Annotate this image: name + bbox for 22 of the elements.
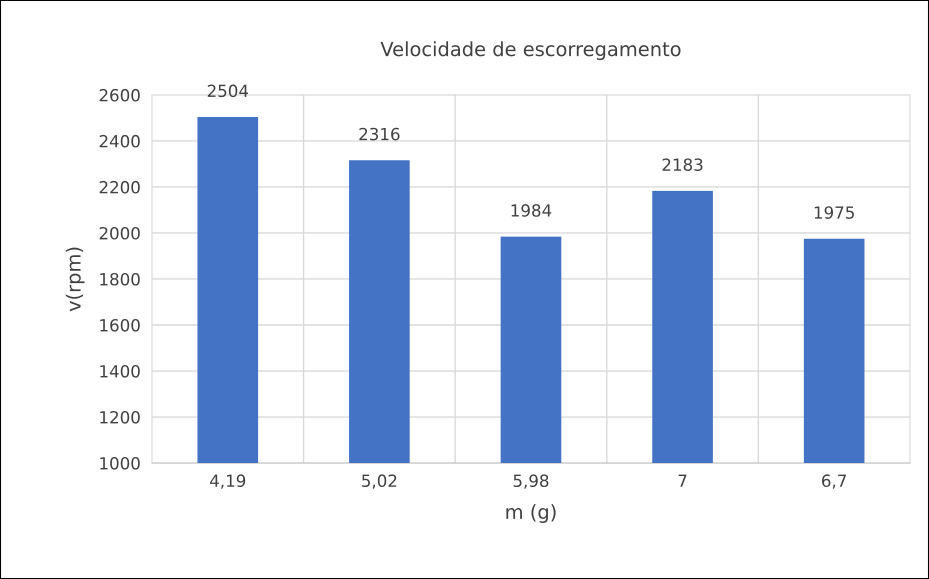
x-tick-label: 5,02 (362, 474, 396, 489)
y-tick-label: 2200 (100, 180, 140, 194)
y-tick-label: 1800 (100, 272, 140, 286)
x-tick-label: 4,19 (210, 474, 246, 489)
data-label: 2316 (359, 128, 400, 140)
y-tick-label: 1200 (100, 410, 140, 424)
x-tick-label: 7 (678, 474, 686, 487)
y-axis-title: v(rpm) (66, 248, 85, 312)
data-label: 1984 (512, 204, 552, 217)
data-label: 2504 (208, 84, 248, 98)
y-tick-label: 2600 (100, 88, 140, 102)
y-tick-label: 2000 (100, 226, 140, 240)
y-tick-label: 1400 (100, 364, 140, 378)
y-tick-label: 1000 (100, 456, 140, 470)
data-label: 1975 (814, 206, 854, 219)
y-tick-label: 1600 (100, 318, 140, 332)
chart-title: Velocidade de escorregamento (380, 41, 681, 60)
data-label: 2183 (662, 158, 702, 171)
y-tick-label: 2400 (100, 134, 140, 148)
x-tick-label: 6,7 (822, 474, 846, 489)
x-axis-title: m (g) (506, 504, 556, 523)
x-tick-label: 5,98 (514, 474, 548, 489)
